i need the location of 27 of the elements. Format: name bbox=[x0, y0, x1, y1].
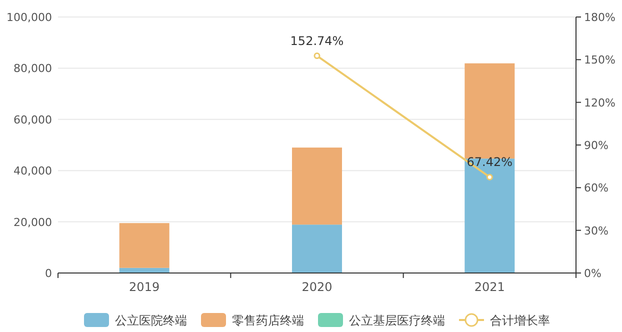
y2-tick-label: 150% bbox=[584, 54, 616, 67]
y2-tick-label: 90% bbox=[584, 139, 608, 152]
y2-tick-label: 120% bbox=[584, 96, 616, 110]
legend-label: 公立医院终端 bbox=[115, 314, 187, 328]
legend-label: 公立基层医疗终端 bbox=[349, 314, 445, 328]
x-tick-label: 2019 bbox=[129, 280, 160, 294]
y2-tick-label: 60% bbox=[584, 182, 608, 195]
y-tick-label: 40,000 bbox=[14, 164, 52, 178]
bar bbox=[292, 224, 342, 273]
x-tick-label: 2020 bbox=[302, 280, 332, 294]
legend-label: 合计增长率 bbox=[490, 314, 550, 328]
y2-tick-label: 180% bbox=[584, 11, 616, 24]
y2-tick-label: 0% bbox=[584, 267, 602, 280]
legend-label: 零售药店终端 bbox=[232, 314, 304, 328]
data-label: 152.74% bbox=[290, 34, 344, 48]
y-tick-label: 100,000 bbox=[6, 11, 52, 24]
bar bbox=[464, 63, 515, 159]
bar bbox=[464, 158, 515, 273]
y-tick-label: 0 bbox=[45, 267, 52, 280]
y-tick-label: 80,000 bbox=[14, 62, 52, 76]
data-label: 67.42% bbox=[466, 155, 513, 170]
x-tick-label: 2021 bbox=[474, 280, 505, 294]
bar bbox=[119, 223, 170, 268]
y-tick-label: 20,000 bbox=[14, 216, 52, 229]
bar bbox=[292, 148, 342, 225]
y2-tick-label: 30% bbox=[584, 224, 608, 238]
y-tick-label: 60,000 bbox=[14, 113, 52, 126]
